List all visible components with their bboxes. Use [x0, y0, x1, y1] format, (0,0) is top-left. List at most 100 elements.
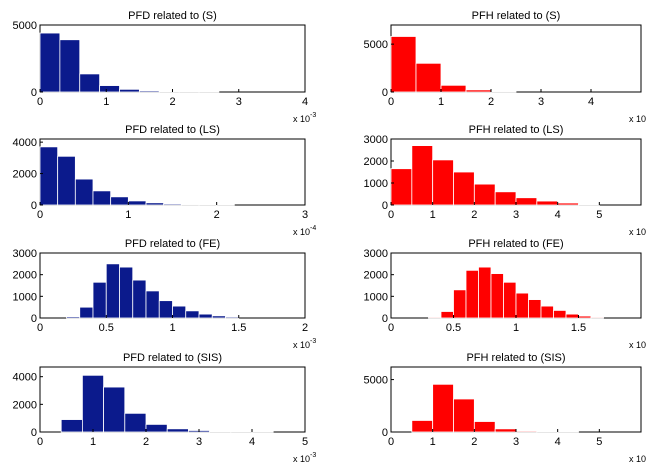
y-tick-label: 0 — [31, 313, 37, 325]
y-tick-label: 2000 — [364, 156, 388, 168]
histogram-panel: 0 1 2 3 0 2000 4000 PFD related to (LS) x 10 -4 — [13, 124, 317, 237]
histogram-bar — [590, 316, 604, 319]
histogram-bar — [411, 145, 434, 206]
histogram-bar — [82, 374, 105, 433]
histogram-bar — [92, 281, 107, 319]
histogram-bar — [145, 202, 165, 206]
chart-title: PFH related to (SIS) — [466, 352, 565, 364]
axis-exponent-label: x 10 — [293, 454, 310, 463]
histogram-bar — [553, 310, 567, 319]
x-tick-label: 1 — [169, 322, 175, 334]
x-tick-label: 0 — [37, 96, 43, 108]
x-tick-label: 3 — [236, 96, 242, 108]
histogram-panel: 0 1 2 3 4 0 5000 PFD related to (S) x 10 -3 — [13, 10, 317, 124]
axis-exponent-superscript: -4 — [310, 225, 316, 232]
histogram-bar — [490, 91, 517, 93]
axis-exponent-label: x 10 — [293, 114, 310, 124]
histogram-bar — [515, 292, 529, 319]
y-tick-label: 5000 — [364, 375, 388, 387]
histogram-bar — [211, 315, 226, 319]
histogram-bar — [415, 62, 442, 93]
histogram-bar — [105, 263, 120, 319]
y-tick-label: 0 — [31, 87, 37, 99]
y-tick-label: 5000 — [13, 20, 37, 32]
x-tick-label: 2 — [214, 209, 220, 221]
axis-exponent-label: x 10 — [293, 340, 310, 350]
histogram-bar — [158, 90, 180, 93]
histogram-panel: 0 0.5 1 1.5 2 0 1000 2000 3000 PFD related to (FE… — [13, 238, 317, 350]
x-tick-label: 1.5 — [571, 322, 586, 334]
histogram-bar — [145, 290, 160, 319]
histogram-bar — [99, 85, 120, 93]
histogram-bar — [411, 420, 434, 433]
histogram-bar — [119, 88, 140, 93]
x-tick-label: 1 — [438, 96, 444, 108]
y-tick-label: 0 — [382, 200, 388, 212]
x-tick-label: 1 — [430, 209, 436, 221]
x-tick-label: 0.5 — [446, 322, 461, 334]
axis-exponent-superscript: -3 — [310, 112, 316, 119]
axis-exponent-label: x 10 — [629, 340, 646, 350]
histogram-bar — [557, 202, 579, 206]
histogram-bar — [565, 313, 579, 319]
histogram-bar — [79, 73, 101, 93]
histogram-bar — [390, 36, 417, 93]
axis-exponent-superscript: -3 — [310, 338, 316, 345]
chart-title: PFH related to (S) — [472, 10, 561, 22]
histogram-bar — [536, 200, 559, 206]
histogram-bar — [57, 155, 76, 206]
y-tick-label: 2000 — [13, 270, 37, 282]
y-tick-label: 0 — [31, 200, 37, 212]
chart-title: PFD related to (LS) — [125, 124, 220, 136]
histogram-bar — [453, 289, 467, 319]
y-tick-label: 4000 — [13, 137, 37, 149]
histogram-bar — [79, 306, 94, 319]
y-tick-label: 1000 — [364, 291, 388, 303]
histogram-bar — [453, 398, 475, 433]
histogram-bar — [440, 311, 454, 319]
histogram-bar — [158, 300, 173, 319]
x-tick-label: 5 — [596, 209, 602, 221]
histogram-bar — [432, 383, 454, 433]
histogram-panel: 0 1 2 3 4 5 0 1000 2000 3000 PFH related to (LS) x … — [364, 124, 646, 237]
histogram-bar — [490, 273, 504, 319]
x-tick-label: 0 — [37, 322, 43, 334]
axis-exponent-label: x 10 — [629, 114, 646, 124]
y-tick-label: 0 — [382, 87, 388, 99]
histogram-bar — [132, 279, 147, 319]
histogram-bar — [119, 266, 134, 319]
x-tick-label: 2 — [143, 436, 149, 448]
x-tick-label: 0 — [388, 322, 394, 334]
x-tick-label: 0 — [37, 209, 43, 221]
histogram-bar — [59, 39, 81, 93]
histogram-bar — [428, 316, 442, 319]
x-tick-label: 0 — [388, 96, 394, 108]
histogram-bar — [473, 183, 496, 206]
histogram-bar — [172, 305, 187, 319]
histogram-bar — [390, 168, 413, 206]
histogram-bar — [209, 430, 232, 433]
histogram-bar — [432, 159, 454, 206]
x-tick-label: 2 — [169, 96, 175, 108]
chart-title: PFH related to (FE) — [468, 238, 563, 250]
y-tick-label: 3000 — [13, 248, 37, 260]
x-tick-label: 1 — [125, 209, 131, 221]
x-tick-label: 1.5 — [231, 322, 246, 334]
histogram-bar — [127, 200, 147, 206]
x-tick-label: 2 — [302, 322, 308, 334]
x-tick-label: 4 — [555, 436, 561, 448]
histogram-bar — [528, 299, 542, 319]
histogram-bar — [138, 90, 160, 93]
x-tick-label: 2 — [488, 96, 494, 108]
x-tick-label: 0 — [388, 436, 394, 448]
histogram-bar — [578, 315, 592, 319]
x-tick-label: 4 — [555, 209, 561, 221]
histogram-bar — [110, 196, 129, 206]
histogram-bar — [225, 316, 240, 319]
x-tick-label: 1 — [90, 436, 96, 448]
histogram-bar — [39, 32, 61, 93]
x-tick-label: 3 — [513, 436, 519, 448]
y-tick-label: 3000 — [364, 134, 388, 146]
histogram-panel: 0 1 2 3 4 5 0 2000 4000 PFD related to (SIS) x 10-… — [13, 352, 317, 463]
x-tick-label: 4 — [249, 436, 255, 448]
